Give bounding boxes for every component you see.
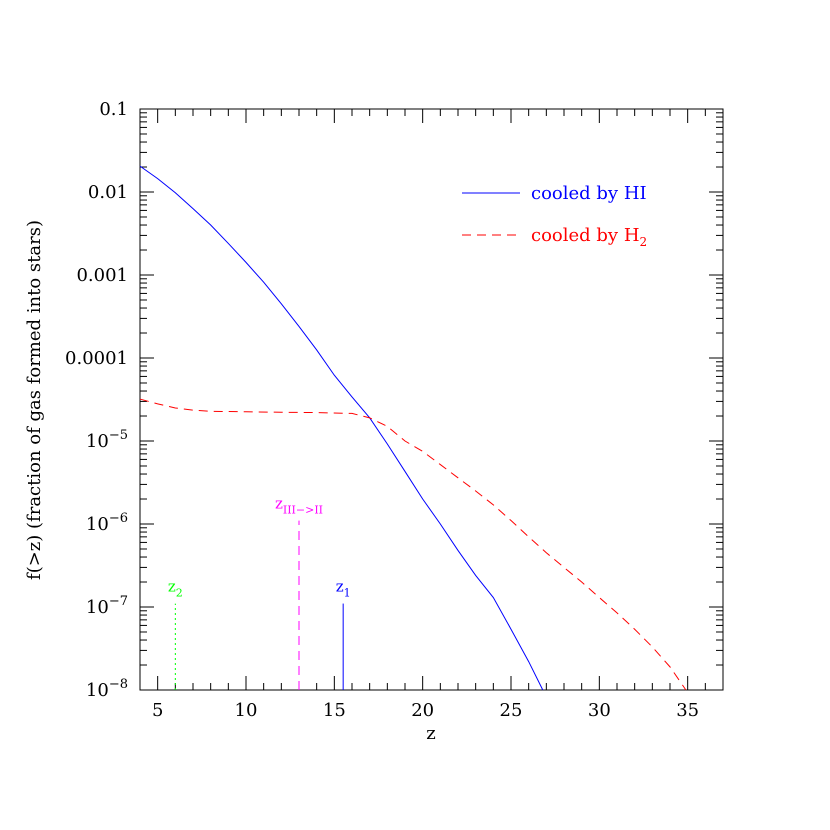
marker-label-2: z1 — [336, 578, 351, 600]
axis-ticks — [139, 108, 724, 691]
y-tick-label: 10−7 — [86, 594, 128, 618]
legend: cooled by HI cooled by H2 — [462, 183, 647, 249]
x-tick-label: 20 — [411, 700, 434, 721]
marker-label-sub: III−>II — [283, 504, 323, 517]
legend-label-h2: cooled by H2 — [531, 225, 647, 249]
x-tick-label: 35 — [676, 700, 699, 721]
y-tick-label: 0.001 — [76, 265, 128, 286]
series-line-hi — [139, 165, 544, 691]
x-tick-label: 25 — [500, 700, 523, 721]
y-tick-label: 10−5 — [86, 428, 128, 452]
y-tick-exponent: −8 — [109, 677, 128, 692]
y-tick-label: 10−6 — [86, 511, 128, 535]
marker-label-1: zIII−>II — [275, 495, 323, 517]
series-line-h2 — [139, 398, 687, 691]
y-tick-label: 10−8 — [86, 677, 128, 701]
x-tick-label: 10 — [235, 700, 258, 721]
y-tick-exponent: −6 — [109, 511, 128, 526]
marker-label-main: z — [168, 578, 176, 596]
y-axis-label: f(>z) (fraction of gas formed into stars… — [24, 220, 45, 580]
y-tick-base: 10 — [86, 680, 109, 701]
y-tick-label: 0.01 — [88, 182, 128, 203]
x-tick-label: 5 — [152, 700, 163, 721]
axis-tick-labels: 5 10 15 20 25 30 350.10.010.0010.000110−510−61… — [65, 99, 699, 721]
legend-label-h2-sub: 2 — [640, 235, 648, 249]
x-tick-label: 15 — [323, 700, 346, 721]
y-tick-label: 0.0001 — [65, 348, 128, 369]
marker-label-sub: 1 — [344, 587, 351, 600]
series-lines — [139, 165, 687, 691]
marker-label-main: z — [275, 495, 283, 513]
x-axis-label: z — [426, 723, 435, 744]
y-tick-exponent: −7 — [109, 594, 128, 609]
y-tick-label: 0.1 — [99, 99, 128, 120]
y-tick-exponent: −5 — [109, 428, 128, 443]
marker-label-0: z2 — [168, 578, 183, 600]
x-tick-label: 30 — [588, 700, 611, 721]
y-tick-base: 10 — [86, 597, 109, 618]
y-tick-base: 10 — [86, 514, 109, 535]
marker-label-main: z — [336, 578, 344, 596]
y-tick-base: 10 — [86, 431, 109, 452]
legend-label-hi-main: cooled by HI — [531, 183, 647, 204]
legend-label-hi: cooled by HI — [531, 183, 647, 204]
legend-label-h2-main: cooled by H — [531, 225, 640, 246]
marker-label-sub: 2 — [176, 587, 183, 600]
